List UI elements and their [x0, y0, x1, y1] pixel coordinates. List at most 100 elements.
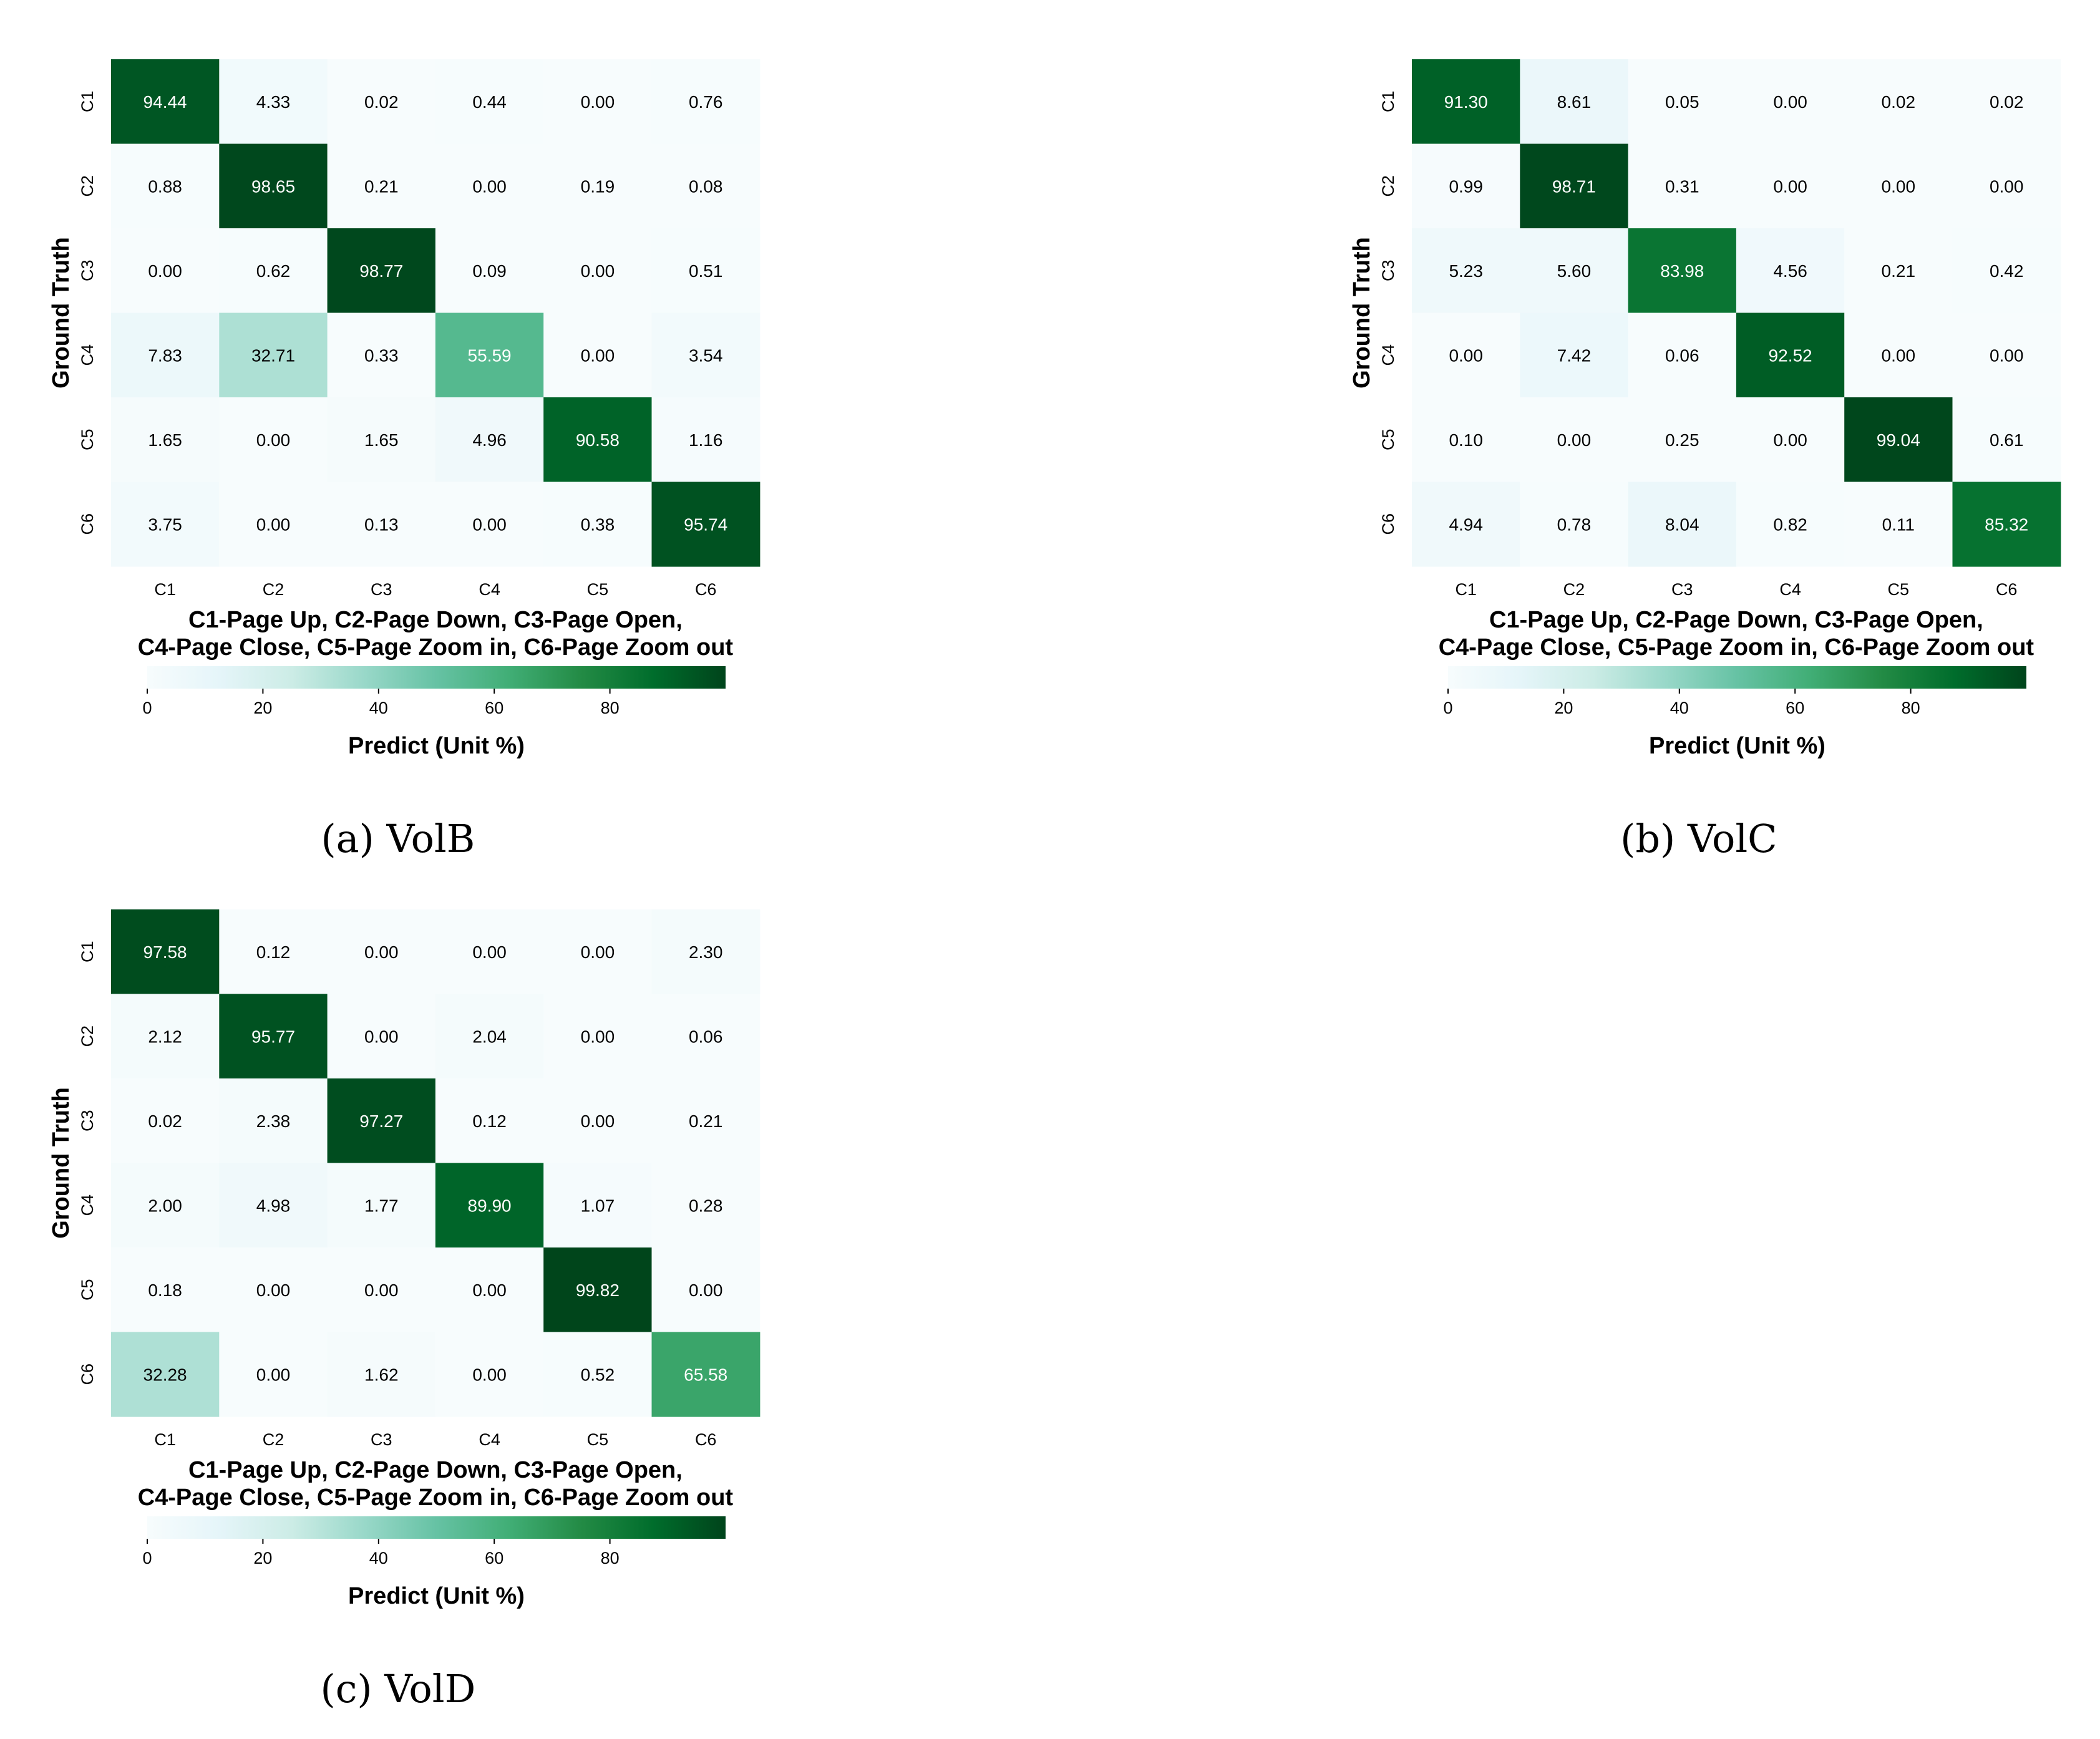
- cell-value-label: 0.00: [364, 1027, 399, 1046]
- heatmap-cell: [1412, 312, 1520, 398]
- heatmap-cell: [435, 59, 544, 145]
- column-tick-label: C1: [154, 580, 176, 599]
- heatmap-cell: [1412, 397, 1520, 483]
- row-tick-label: C6: [78, 513, 97, 535]
- cell-value-label: 0.78: [1557, 515, 1592, 534]
- cell-value-label: 0.38: [581, 515, 615, 534]
- cell-value-label: 0.08: [689, 177, 723, 196]
- x-axis-label-line: C1-Page Up, C2-Page Down, C3-Page Open,: [188, 1457, 683, 1483]
- heatmap-panel-2: 91.30 8.61 0.05 0.00 0.02 0.02 0.99 98.71 0.31 0.…: [1349, 59, 2061, 861]
- column-tick-label: C2: [263, 580, 284, 599]
- row-tick-label: C1: [78, 941, 97, 962]
- cell-value-label: 0.00: [581, 1112, 615, 1131]
- heatmap-cell: [1520, 59, 1629, 145]
- cell-value-label: 0.61: [1990, 430, 2024, 450]
- cell-value-label: 1.77: [364, 1196, 399, 1215]
- heatmap-cell: [651, 397, 761, 483]
- x-axis-label-line: C1-Page Up, C2-Page Down, C3-Page Open,: [188, 607, 683, 633]
- cell-value-label: 0.00: [256, 515, 291, 534]
- heatmap-cell: [651, 994, 761, 1079]
- heatmap-cell: [651, 228, 761, 314]
- heatmap-cell: [1736, 228, 1845, 314]
- heatmap-cell: [1844, 312, 1953, 398]
- cell-value-label: 0.21: [364, 177, 399, 196]
- cell-value-label: 0.25: [1665, 430, 1699, 450]
- cell-value-label: 0.28: [689, 1196, 723, 1215]
- heatmap-cell: [435, 482, 544, 567]
- heatmap-cell: [1628, 312, 1737, 398]
- heatmap-cell: [327, 482, 436, 567]
- column-tick-label: C4: [479, 580, 500, 599]
- column-tick-label: C3: [371, 1430, 392, 1449]
- heatmap-cell: [111, 1078, 220, 1164]
- heatmap-cell: [1844, 482, 1953, 567]
- colorbar-tick-label: 60: [485, 1549, 503, 1567]
- heatmap-cell: [1628, 397, 1737, 483]
- heatmap-cell: [1628, 228, 1737, 314]
- cell-value-label: 65.58: [684, 1365, 727, 1384]
- heatmap-cell: [219, 312, 328, 398]
- column-tick-label: C6: [695, 1430, 717, 1449]
- row-tick-label: C5: [78, 1279, 97, 1301]
- cell-value-label: 0.88: [148, 177, 182, 196]
- row-tick-label: C4: [78, 1194, 97, 1216]
- cell-value-label: 85.32: [1985, 515, 2028, 534]
- cell-value-label: 0.18: [148, 1281, 182, 1300]
- heatmap-cell: [651, 143, 761, 229]
- heatmap-cell: [1736, 59, 1845, 145]
- cell-value-label: 0.76: [689, 92, 723, 112]
- heatmap-cell: [543, 1078, 653, 1164]
- heatmap-cell: [1520, 312, 1629, 398]
- heatmap-cell: [543, 59, 653, 145]
- cell-value-label: 0.21: [1882, 261, 1916, 281]
- cell-value-label: 0.06: [1665, 346, 1699, 365]
- heatmap-cell: [219, 1078, 328, 1164]
- heatmap-cell: [1412, 482, 1520, 567]
- cell-value-label: 0.62: [256, 261, 291, 281]
- colorbar-tick-label: 80: [601, 699, 620, 717]
- y-axis-label: Ground Truth: [48, 1087, 74, 1239]
- heatmap-cell: [1736, 312, 1845, 398]
- cell-value-label: 32.71: [251, 346, 295, 365]
- heatmap-cell: [1736, 482, 1845, 567]
- cell-value-label: 0.00: [581, 92, 615, 112]
- colorbar-tick-label: 0: [142, 1549, 152, 1567]
- cell-value-label: 0.51: [689, 261, 723, 281]
- colorbar-tick-label: 20: [253, 699, 272, 717]
- heatmap-cell: [1952, 228, 2061, 314]
- heatmap-cell: [543, 994, 653, 1079]
- cell-value-label: 92.52: [1769, 346, 1812, 365]
- cell-value-label: 0.44: [472, 92, 507, 112]
- colorbar-tick-label: 0: [1443, 699, 1452, 717]
- heatmap-cell: [1412, 143, 1520, 229]
- cell-value-label: 5.23: [1449, 261, 1483, 281]
- cell-value-label: 99.04: [1877, 430, 1920, 450]
- colorbar-tick-label: 60: [485, 699, 503, 717]
- heatmap-cell: [651, 59, 761, 145]
- subfigure-caption: (a) VolB: [321, 816, 475, 861]
- heatmap-cell: [435, 1332, 544, 1417]
- heatmap-cell: [1844, 59, 1953, 145]
- cell-value-label: 4.98: [256, 1196, 291, 1215]
- cell-value-label: 95.77: [251, 1027, 295, 1046]
- cell-value-label: 4.96: [472, 430, 507, 450]
- cell-value-label: 0.00: [148, 261, 182, 281]
- column-tick-label: C1: [1455, 580, 1477, 599]
- row-tick-label: C2: [1379, 175, 1398, 197]
- heatmap-cell: [1520, 397, 1629, 483]
- column-tick-label: C4: [1779, 580, 1801, 599]
- colorbar-tick-label: 20: [1554, 699, 1573, 717]
- colorbar-tick-label: 40: [369, 699, 388, 717]
- heatmap-cell: [219, 1332, 328, 1417]
- column-tick-label: C5: [587, 580, 609, 599]
- heatmap-cell: [1628, 482, 1737, 567]
- colorbar-tick-label: 0: [142, 699, 152, 717]
- cell-value-label: 1.16: [689, 430, 723, 450]
- cell-value-label: 0.02: [364, 92, 399, 112]
- heatmap-cell: [1520, 143, 1629, 229]
- cell-value-label: 0.00: [364, 1281, 399, 1300]
- colorbar: [147, 666, 726, 689]
- heatmap-cell: [111, 909, 220, 995]
- cell-value-label: 0.00: [581, 346, 615, 365]
- row-tick-label: C4: [78, 344, 97, 366]
